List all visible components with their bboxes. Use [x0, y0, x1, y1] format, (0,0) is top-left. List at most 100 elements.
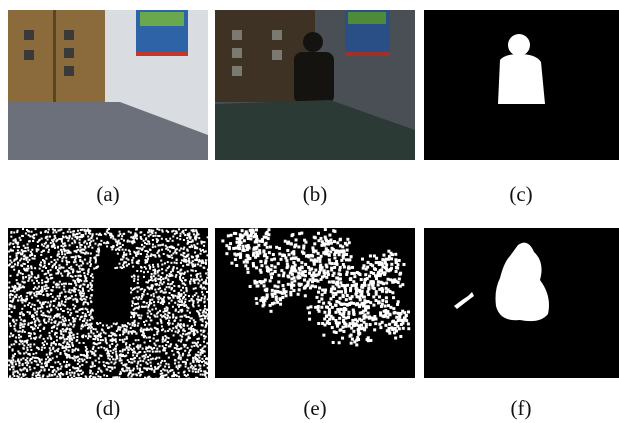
pixel	[110, 361, 112, 363]
pixel	[149, 350, 151, 352]
pixel	[73, 337, 75, 339]
pixel	[384, 305, 387, 308]
pixel	[192, 240, 194, 242]
pixel	[14, 263, 16, 265]
pixel	[189, 332, 191, 334]
pixel	[278, 252, 281, 255]
pixel	[16, 370, 18, 372]
pixel	[155, 378, 157, 380]
pixel	[12, 299, 14, 301]
pixel	[38, 286, 40, 288]
pixel	[72, 345, 74, 347]
pixel	[393, 312, 396, 315]
pixel	[300, 266, 303, 269]
pixel	[50, 322, 52, 324]
pixel	[203, 360, 205, 362]
pixel	[282, 274, 285, 277]
pixel	[184, 350, 186, 352]
pixel	[167, 231, 169, 233]
pixel	[14, 340, 16, 342]
pixel	[355, 343, 358, 346]
pixel	[24, 305, 26, 307]
pixel	[74, 236, 76, 238]
pixel	[167, 296, 169, 298]
pixel	[402, 263, 405, 266]
pixel	[136, 374, 138, 376]
pixel	[22, 314, 24, 316]
pixel	[195, 287, 197, 289]
pixel	[136, 251, 138, 253]
pixel	[309, 286, 312, 289]
pixel	[35, 375, 37, 377]
pixel	[172, 270, 174, 272]
pixel	[333, 253, 336, 256]
pixel	[76, 246, 78, 248]
pixel	[71, 357, 73, 359]
pixel	[377, 283, 380, 286]
pixel	[263, 284, 266, 287]
pixel	[67, 311, 69, 313]
pixel	[194, 365, 196, 367]
pixel	[164, 335, 166, 337]
pixel	[369, 323, 372, 326]
pixel	[267, 233, 270, 236]
pixel	[57, 253, 59, 255]
pixel	[132, 257, 134, 259]
pixel	[98, 244, 100, 246]
pixel	[294, 244, 297, 247]
pixel	[167, 315, 169, 317]
pixel	[372, 295, 375, 298]
pixel	[54, 300, 56, 302]
pixel	[47, 310, 49, 312]
pixel	[149, 354, 151, 356]
pixel	[30, 251, 32, 253]
pixel	[29, 354, 31, 356]
pixel	[161, 249, 163, 251]
pixel	[69, 289, 71, 291]
pixel	[189, 280, 191, 282]
pixel	[271, 295, 274, 298]
pixel	[275, 295, 278, 298]
pixel	[46, 287, 48, 289]
pixel	[317, 232, 320, 235]
pixel	[56, 324, 58, 326]
pixel	[302, 252, 305, 255]
pixel	[255, 228, 258, 231]
pixel	[12, 357, 14, 359]
pixel	[185, 366, 187, 368]
pixel	[24, 341, 26, 343]
pixel	[23, 375, 25, 377]
pixel	[58, 314, 60, 316]
pixel	[261, 238, 264, 241]
pixel	[338, 310, 341, 313]
pixel	[17, 264, 19, 266]
pixel	[165, 277, 167, 279]
pixel	[103, 242, 105, 244]
pixel	[17, 350, 19, 352]
pixel	[124, 349, 126, 351]
pixel	[304, 294, 307, 297]
pixel	[160, 322, 162, 324]
pixel	[257, 244, 260, 247]
pixel	[119, 329, 121, 331]
pixel	[161, 229, 163, 231]
pixel	[26, 364, 28, 366]
pixel	[128, 263, 130, 265]
pixel	[293, 266, 296, 269]
pixel	[75, 284, 77, 286]
pixel	[160, 373, 162, 375]
pixel	[309, 305, 312, 308]
pixel	[197, 296, 199, 298]
pixel	[206, 362, 208, 364]
pixel	[133, 297, 135, 299]
pixel	[157, 278, 159, 280]
pixel	[268, 251, 271, 254]
pixel	[66, 364, 68, 366]
pixel	[374, 299, 377, 302]
pixel	[51, 290, 53, 292]
pixel	[13, 366, 15, 368]
pixel	[11, 377, 13, 379]
pixel	[193, 278, 195, 280]
pixel	[184, 260, 186, 262]
pixel	[85, 251, 87, 253]
